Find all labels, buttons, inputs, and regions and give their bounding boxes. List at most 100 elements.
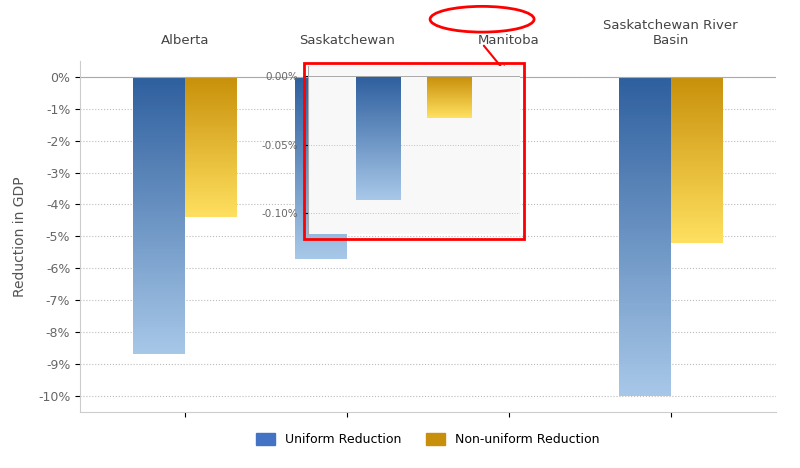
Bar [619, 338, 670, 342]
Bar [186, 161, 237, 162]
Bar [670, 82, 722, 83]
Bar [295, 244, 347, 246]
Bar [356, 78, 401, 79]
Bar [356, 115, 401, 116]
Bar [356, 191, 401, 192]
Text: Saskatchewan River
Basin: Saskatchewan River Basin [603, 19, 738, 47]
Bar [295, 204, 347, 206]
Bar [670, 108, 722, 110]
Bar [186, 195, 237, 196]
Bar [356, 143, 401, 144]
Bar [356, 136, 401, 137]
Bar [134, 260, 186, 263]
Bar [347, 145, 399, 146]
Bar [134, 190, 186, 193]
Bar [356, 197, 401, 198]
Bar [186, 167, 237, 168]
Bar [347, 126, 399, 127]
Bar [670, 170, 722, 171]
Bar [347, 90, 399, 92]
Bar [347, 128, 399, 130]
Bar [356, 150, 401, 152]
Bar [134, 310, 186, 313]
Bar [347, 155, 399, 156]
Bar [134, 315, 186, 318]
Bar [347, 169, 399, 170]
Bar [134, 193, 186, 196]
Bar [295, 139, 347, 140]
Bar [134, 304, 186, 307]
Bar [134, 321, 186, 324]
Bar [356, 146, 401, 147]
Bar [619, 230, 670, 233]
Bar [295, 86, 347, 88]
Bar [186, 101, 237, 102]
Bar [670, 185, 722, 186]
Bar [295, 224, 347, 226]
Bar [134, 107, 186, 110]
Bar [186, 202, 237, 203]
Bar [356, 130, 401, 131]
Bar [619, 281, 670, 284]
Bar [347, 156, 399, 157]
Bar [134, 313, 186, 315]
Bar [619, 319, 670, 322]
Bar [134, 202, 186, 205]
Bar [186, 200, 237, 202]
Bar [619, 284, 670, 287]
Bar [186, 95, 237, 96]
Bar [186, 197, 237, 199]
Bar [186, 168, 237, 169]
Bar [619, 329, 670, 332]
Bar [670, 102, 722, 103]
Bar [670, 85, 722, 87]
Bar [134, 160, 186, 163]
Bar [186, 88, 237, 89]
Bar [670, 236, 722, 238]
Bar [295, 108, 347, 110]
Bar [134, 329, 186, 332]
Bar [619, 354, 670, 358]
Bar [134, 335, 186, 338]
Bar [347, 181, 399, 182]
Bar [134, 77, 186, 80]
Bar [670, 133, 722, 135]
Bar [347, 143, 399, 144]
Bar [295, 191, 347, 193]
Bar [619, 389, 670, 393]
Bar [347, 134, 399, 135]
Bar [295, 104, 347, 106]
Bar [295, 171, 347, 173]
Bar [295, 242, 347, 244]
Bar [347, 82, 399, 83]
Bar [295, 239, 347, 241]
Bar [295, 249, 347, 251]
Bar [295, 175, 347, 177]
Bar [356, 120, 401, 121]
Bar [295, 195, 347, 197]
Text: Alberta: Alberta [161, 34, 210, 47]
Bar [295, 130, 347, 132]
Bar [134, 224, 186, 227]
Bar [356, 198, 401, 200]
Bar [347, 98, 399, 99]
Bar [186, 132, 237, 133]
Bar [619, 77, 670, 80]
Text: Manitoba: Manitoba [478, 34, 540, 47]
Bar [295, 164, 347, 166]
Bar [186, 175, 237, 176]
Bar [356, 90, 401, 91]
Bar [619, 259, 670, 262]
Bar [295, 77, 347, 79]
Bar [356, 194, 401, 195]
Bar [670, 188, 722, 190]
Bar [619, 233, 670, 236]
Bar [295, 190, 347, 191]
Bar [134, 346, 186, 349]
Bar [347, 166, 399, 168]
Bar [134, 221, 186, 224]
Bar [295, 179, 347, 181]
Bar [186, 189, 237, 190]
Bar [134, 351, 186, 354]
Bar [134, 293, 186, 296]
